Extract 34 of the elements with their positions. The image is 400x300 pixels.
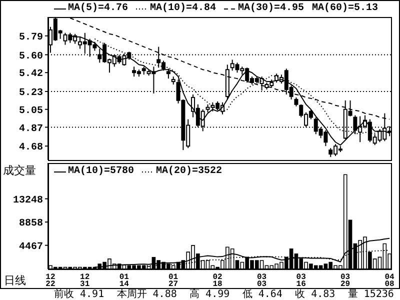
legend-label: MA(20)=3522	[156, 166, 222, 177]
x-tick-label: 01 27	[168, 273, 178, 289]
y-tick-label: 5.79	[18, 32, 43, 44]
y-tick-label: 5.60	[18, 51, 43, 62]
legend-label: MA(10)=5780	[68, 166, 134, 177]
y-tick-label: 4.87	[18, 124, 43, 135]
x-tick-label: 03 16	[296, 273, 306, 289]
y-tick-label: 5.42	[18, 69, 43, 80]
x-tick-label: 03 03	[256, 273, 267, 289]
text: MA(60)=5.13	[312, 3, 378, 14]
candlestick	[166, 68, 170, 80]
text: 低 4.64	[242, 289, 282, 300]
x-tick-label: 03 29	[340, 273, 350, 289]
text: 高 4.99	[190, 289, 230, 300]
y-tick-label: 5.05	[18, 106, 43, 117]
y-tick-label: 8858	[18, 218, 43, 230]
x-tick-label: 01 14	[119, 273, 130, 289]
text: 量 15236	[348, 289, 394, 300]
legend-label: MA(5)=4.76	[68, 3, 128, 14]
text: 前收 4.91	[54, 289, 104, 300]
legend-label: MA(10)=4.84	[150, 3, 216, 14]
text: 收 4.83	[295, 289, 336, 300]
x-tick-label: 12 22	[46, 273, 56, 289]
y-tick-label: 13248	[12, 195, 43, 206]
x-tick-label: 04 08	[384, 273, 395, 289]
y-tick-label: 5.23	[18, 88, 43, 100]
y-tick-label: 4.68	[18, 142, 43, 154]
text: 本周开 4.88	[116, 289, 177, 300]
x-tick-label: 12 31	[80, 273, 90, 289]
y-tick-label: 4467	[18, 242, 43, 253]
x-tick-label: 02 18	[212, 273, 223, 289]
y-axis-title: 成交量	[3, 163, 36, 178]
legend-label: MA(30)=4.95	[238, 3, 304, 14]
text: 日线	[4, 273, 26, 288]
